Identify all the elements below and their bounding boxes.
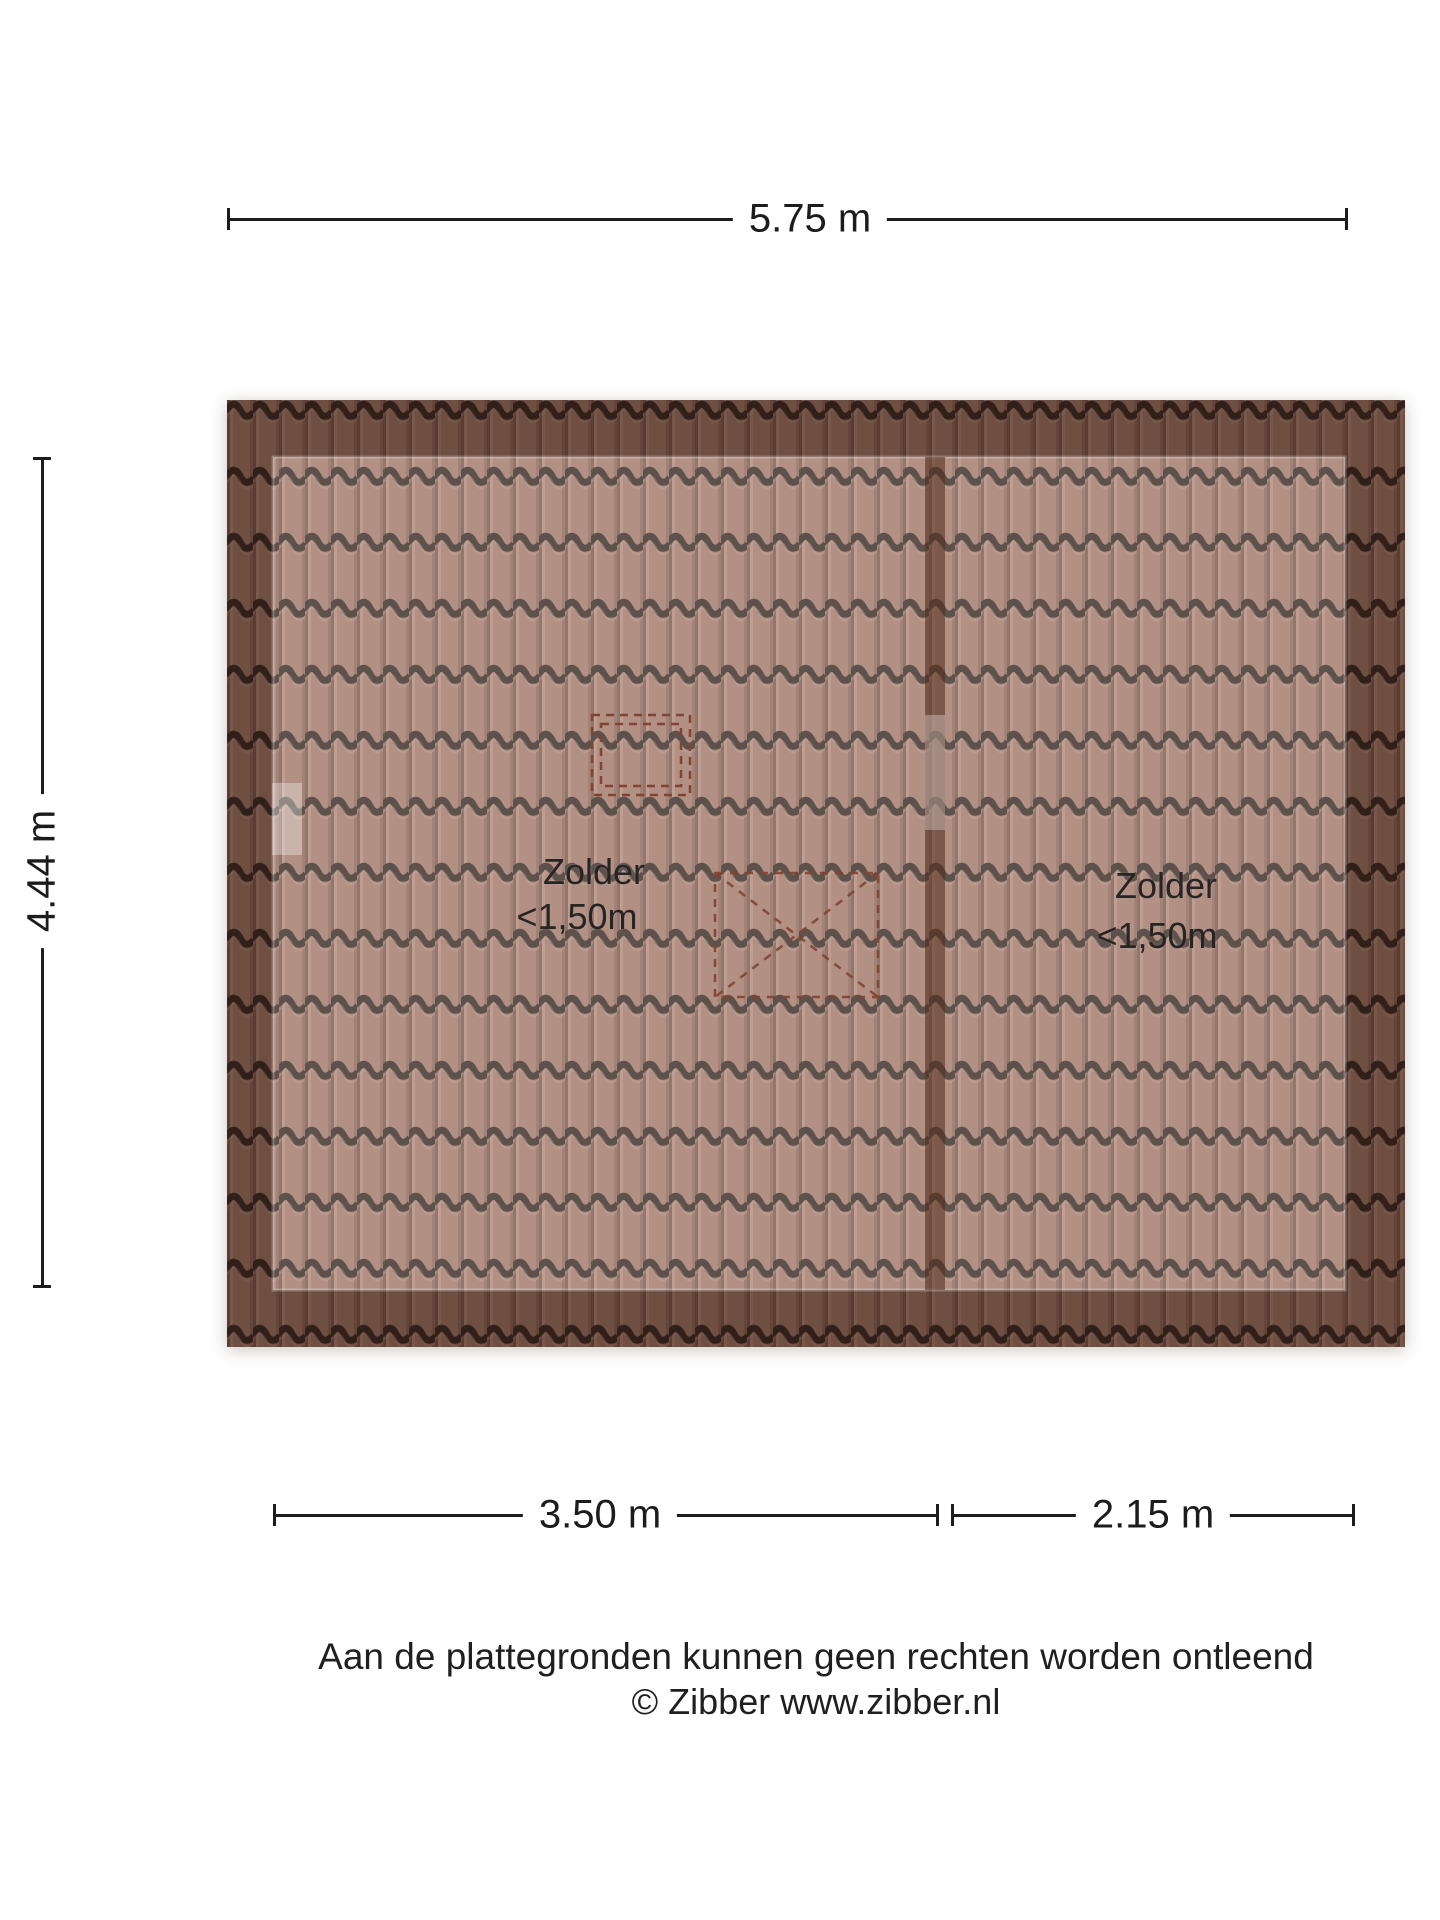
room-label-left-name: Zolder — [542, 851, 646, 892]
dimension-label-bottom-right: 2.15 m — [1075, 1490, 1231, 1540]
floorplan-canvas — [227, 400, 1405, 1347]
dividing-wall — [925, 457, 945, 1290]
dimension-tick-right — [1352, 1504, 1355, 1526]
room-label-right-height: <1,50m — [1096, 915, 1218, 956]
room-label-left-height: <1,50m — [516, 896, 638, 937]
dimension-bottom-left: 3.50 m — [273, 1490, 939, 1540]
attic-interior-edge — [271, 455, 1347, 1292]
roof-tile-field — [227, 400, 1405, 1347]
footer: Aan de plattegronden kunnen geen rechten… — [227, 1634, 1405, 1724]
dimension-label-top: 5.75 m — [732, 194, 888, 244]
dimension-label-left: 4.44 m — [17, 793, 67, 949]
dimension-tick-right — [1345, 208, 1348, 230]
dimension-tick-top — [33, 457, 51, 460]
dividing-wall-opening — [925, 715, 945, 830]
dimension-left: 4.44 m — [17, 457, 67, 1288]
dimension-tick-bottom — [33, 1285, 51, 1288]
dimension-tick-left — [951, 1504, 954, 1526]
dimension-tick-left — [273, 1504, 276, 1526]
dashed-roof-window-marker — [590, 713, 692, 797]
dashed-stair-opening-marker — [713, 871, 880, 999]
dimension-label-bottom-left: 3.50 m — [522, 1490, 678, 1540]
floorplan-graphic — [227, 400, 1405, 1347]
room-label-right-name: Zolder — [1114, 865, 1218, 906]
footer-copyright: © Zibber www.zibber.nl — [631, 1681, 1001, 1722]
dimension-tick-left — [227, 208, 230, 230]
left-wall-hatch — [272, 783, 302, 855]
dimension-tick-right — [936, 1504, 939, 1526]
dimension-top: 5.75 m — [227, 194, 1348, 244]
footer-disclaimer: Aan de plattegronden kunnen geen rechten… — [318, 1636, 1314, 1677]
dimension-bottom-right: 2.15 m — [951, 1490, 1355, 1540]
